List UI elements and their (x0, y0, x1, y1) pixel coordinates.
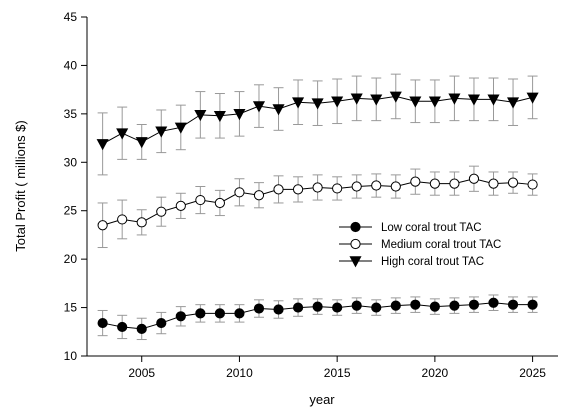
data-point (175, 200, 186, 211)
data-point (371, 180, 382, 191)
data-point (351, 181, 362, 192)
data-point (174, 122, 187, 134)
data-point (332, 302, 343, 313)
x-tick-label: 2005 (128, 366, 155, 380)
data-point (234, 308, 245, 319)
data-point (175, 311, 186, 322)
x-axis-label: year (309, 392, 335, 407)
data-point (468, 299, 480, 310)
data-point (448, 93, 461, 105)
data-point (155, 126, 168, 138)
data-point (233, 109, 246, 121)
data-point (350, 93, 363, 105)
y-tick-label: 45 (64, 10, 78, 24)
data-point (312, 301, 323, 312)
data-point (390, 181, 401, 192)
data-point (156, 206, 167, 217)
data-point (488, 178, 499, 189)
data-point (272, 104, 285, 116)
data-point (507, 97, 520, 109)
error-bars (97, 73, 538, 341)
data-point (527, 299, 538, 310)
data-point (410, 176, 421, 187)
data-point (156, 317, 167, 329)
data-point (252, 101, 266, 113)
y-tick-label: 25 (64, 204, 78, 218)
data-point (389, 91, 402, 103)
y-tick-label: 35 (64, 107, 78, 121)
legend-marker (350, 238, 361, 250)
data-point (292, 302, 304, 313)
legend-label: Low coral trout TAC (381, 222, 482, 234)
data-point (214, 308, 225, 319)
legend-marker (350, 221, 361, 233)
data-point (467, 94, 481, 106)
data-point (410, 299, 421, 310)
data-point (195, 194, 206, 206)
data-point (195, 308, 206, 319)
series-lines (102, 95, 533, 330)
data-point (312, 182, 323, 193)
y-tick-label: 10 (64, 349, 78, 363)
x-tick-label: 2020 (422, 366, 449, 380)
data-point (449, 300, 460, 311)
legend-marker (349, 256, 362, 268)
data-point (331, 96, 344, 108)
data-point (292, 97, 305, 109)
legend-label: High coral trout TAC (381, 256, 484, 268)
data-point (213, 110, 226, 123)
data-point (370, 94, 383, 106)
data-point (234, 187, 245, 198)
data-point (97, 317, 108, 329)
data-point (292, 184, 304, 195)
legend: Low coral trout TAC Medium coral trout TA… (339, 221, 501, 268)
data-point (351, 300, 362, 311)
legend-label: Medium coral trout TAC (381, 239, 501, 251)
data-point (253, 303, 265, 314)
y-tick-label: 30 (64, 155, 78, 169)
data-point (429, 301, 440, 312)
data-point (116, 128, 129, 140)
y-tick-label: 20 (64, 252, 78, 266)
data-point (117, 321, 128, 333)
data-point (136, 217, 147, 228)
data-point (468, 173, 480, 184)
data-point (371, 302, 382, 313)
data-point (526, 92, 539, 104)
data-point (136, 323, 147, 334)
y-tick-label: 15 (64, 301, 78, 315)
x-tick-label: 2015 (324, 366, 351, 380)
data-point (273, 304, 284, 315)
x-tick-label: 2010 (226, 366, 253, 380)
x-tick-label: 2025 (519, 366, 546, 380)
data-point (253, 190, 265, 201)
data-point (311, 98, 324, 110)
data-point (97, 220, 108, 231)
data-point (428, 96, 441, 108)
data-point (488, 297, 499, 308)
data-point (507, 299, 519, 310)
data-point (194, 110, 207, 122)
data-point (117, 214, 128, 225)
data-point (487, 94, 500, 106)
data-point (135, 137, 148, 149)
data-point (390, 300, 401, 311)
data-point (527, 179, 538, 190)
series-markers (96, 91, 539, 334)
data-point (332, 183, 343, 194)
data-point (507, 177, 519, 188)
data-point (409, 96, 422, 108)
data-point (429, 178, 440, 189)
y-tick-label: 40 (64, 58, 78, 72)
data-point (214, 197, 225, 209)
data-point (449, 178, 460, 189)
data-point (96, 139, 109, 151)
y-axis-label: Total Profit ( millions $) (13, 120, 28, 251)
data-point (273, 184, 284, 195)
